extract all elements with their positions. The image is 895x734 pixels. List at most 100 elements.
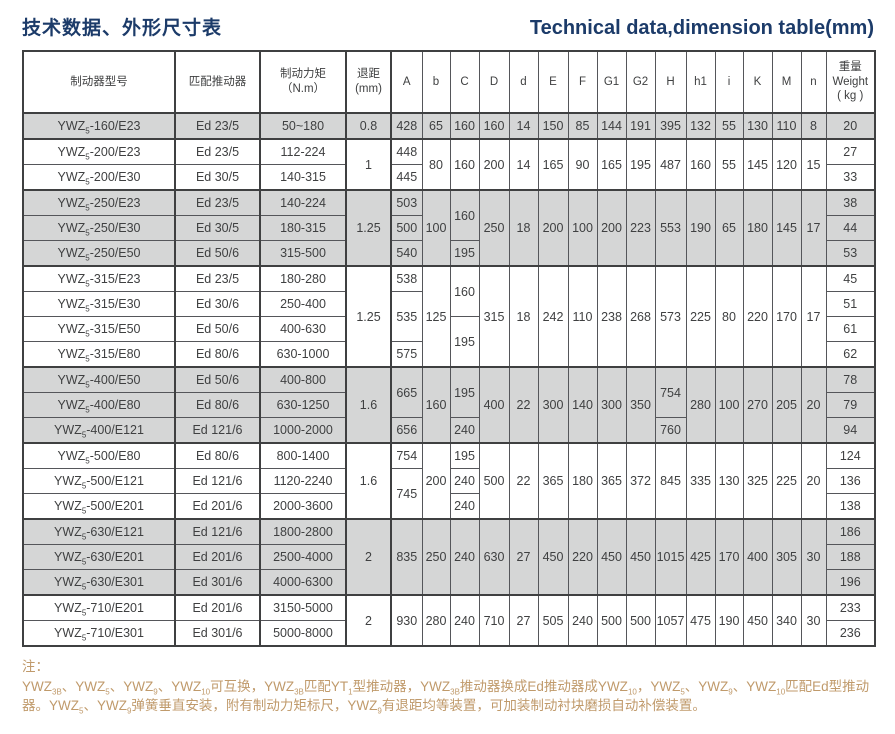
table-row: YWZ5-630/E201 Ed 201/6 2500-4000 188 xyxy=(22,544,876,570)
cell-H: 1015 xyxy=(654,518,687,596)
cell-C: 195 xyxy=(449,316,480,368)
cell-weight: 78 xyxy=(825,366,876,393)
table-row: YWZ5-250/E50 Ed 50/6 315-500 540 195 53 xyxy=(22,240,876,267)
subscript: 5 xyxy=(79,706,84,716)
subscript: 5 xyxy=(85,304,90,314)
cell-weight: 236 xyxy=(825,620,876,647)
cell-n: 15 xyxy=(800,138,827,191)
cell-weight: 186 xyxy=(825,518,876,545)
subscript: 10 xyxy=(627,687,637,697)
cell-A: 575 xyxy=(390,341,423,368)
cell-h1: 280 xyxy=(685,366,716,444)
column-header-thruster: 匹配推动器 xyxy=(174,50,261,114)
subscript: 3B xyxy=(294,687,304,697)
cell-torque: 250-400 xyxy=(259,291,347,317)
cell-thruster: Ed 121/6 xyxy=(174,518,261,545)
cell-weight: 94 xyxy=(825,417,876,444)
column-header-A: A xyxy=(390,50,423,114)
cell-E: 165 xyxy=(537,138,569,191)
cell-weight: 233 xyxy=(825,594,876,621)
subscript: 5 xyxy=(81,633,87,643)
cell-C: 195 xyxy=(449,366,480,418)
cell-G2: 191 xyxy=(625,112,656,140)
cell-thruster: Ed 50/6 xyxy=(174,366,261,393)
cell-h1: 190 xyxy=(685,189,716,267)
cell-b: 100 xyxy=(421,189,451,267)
subscript: 5 xyxy=(85,253,90,263)
cell-M: 145 xyxy=(771,189,802,267)
cell-C: 195 xyxy=(449,240,480,267)
cell-weight: 44 xyxy=(825,215,876,241)
cell-F: 100 xyxy=(567,189,598,267)
cell-M: 205 xyxy=(771,366,802,444)
column-header-F: F xyxy=(567,50,598,114)
cell-b: 160 xyxy=(421,366,451,444)
subscript: 9 xyxy=(728,687,733,697)
cell-h1: 425 xyxy=(685,518,716,596)
cell-F: 220 xyxy=(567,518,598,596)
cell-n: 17 xyxy=(800,189,827,267)
table-row: YWZ5-160/E23 Ed 23/5 50~180 0.8 428 65 160 160 1… xyxy=(22,112,876,140)
cell-G1: 200 xyxy=(596,189,627,267)
cell-M: 120 xyxy=(771,138,802,191)
cell-A: 930 xyxy=(390,594,423,647)
cell-torque: 800-1400 xyxy=(259,442,347,469)
cell-H: 487 xyxy=(654,138,687,191)
cell-gap: 1.6 xyxy=(345,442,392,520)
cell-C: 240 xyxy=(449,493,480,520)
cell-C: 160 xyxy=(449,265,480,317)
cell-model: YWZ5-630/E121 xyxy=(22,518,176,545)
cell-gap: 2 xyxy=(345,594,392,647)
subscript: 5 xyxy=(81,481,87,491)
cell-K: 270 xyxy=(742,366,773,444)
cell-E: 505 xyxy=(537,594,569,647)
cell-d: 18 xyxy=(508,265,539,368)
cell-thruster: Ed 301/6 xyxy=(174,569,261,596)
cell-i: 65 xyxy=(714,189,744,267)
cell-A: 445 xyxy=(390,164,423,191)
table-row: YWZ5-500/E121 Ed 121/6 1120-2240 745 240 136 xyxy=(22,468,876,520)
cell-torque: 315-500 xyxy=(259,240,347,267)
cell-thruster: Ed 80/6 xyxy=(174,341,261,368)
cell-i: 100 xyxy=(714,366,744,444)
cell-A: 538 xyxy=(390,265,423,292)
table-row: YWZ5-315/E30 Ed 30/6 250-400 535 51 xyxy=(22,291,876,342)
table-row: YWZ5-315/E50 Ed 50/6 400-630 195 61 xyxy=(22,316,876,368)
subscript: 5 xyxy=(85,405,90,415)
cell-C: 240 xyxy=(449,417,480,444)
cell-torque: 180-280 xyxy=(259,265,347,292)
cell-torque: 1120-2240 xyxy=(259,468,347,494)
column-header-h1: h1 xyxy=(685,50,716,114)
cell-torque: 5000-8000 xyxy=(259,620,347,647)
cell-torque: 400-800 xyxy=(259,366,347,393)
subscript: 5 xyxy=(85,380,90,390)
cell-torque: 1000-2000 xyxy=(259,417,347,444)
cell-model: YWZ5-160/E23 xyxy=(22,112,176,140)
notes: 注： YWZ3B、YWZ5、YWZ9、YWZ10可互换，YWZ3B匹配YT1型推… xyxy=(22,657,874,716)
cell-C: 240 xyxy=(449,468,480,494)
cell-torque: 2500-4000 xyxy=(259,544,347,570)
cell-i: 55 xyxy=(714,138,744,191)
cell-K: 145 xyxy=(742,138,773,191)
cell-b: 80 xyxy=(421,138,451,191)
cell-H: 573 xyxy=(654,265,687,368)
cell-A: 835 xyxy=(390,518,423,596)
cell-thruster: Ed 201/6 xyxy=(174,544,261,570)
cell-G1: 144 xyxy=(596,112,627,140)
subscript: 5 xyxy=(81,430,87,440)
cell-G1: 165 xyxy=(596,138,627,191)
cell-H: 754 xyxy=(654,366,687,418)
cell-d: 27 xyxy=(508,594,539,647)
cell-C: 160 xyxy=(449,189,480,241)
cell-M: 225 xyxy=(771,442,802,520)
cell-model: YWZ5-630/E301 xyxy=(22,569,176,596)
subscript: 9 xyxy=(377,706,382,716)
cell-A: 665 xyxy=(390,366,423,418)
cell-C: 195 xyxy=(449,442,480,469)
cell-thruster: Ed 50/6 xyxy=(174,316,261,342)
subscript: 1 xyxy=(348,687,353,697)
cell-model: YWZ5-200/E23 xyxy=(22,138,176,165)
cell-torque: 50~180 xyxy=(259,112,347,140)
cell-d: 14 xyxy=(508,112,539,140)
cell-D: 500 xyxy=(478,442,510,520)
